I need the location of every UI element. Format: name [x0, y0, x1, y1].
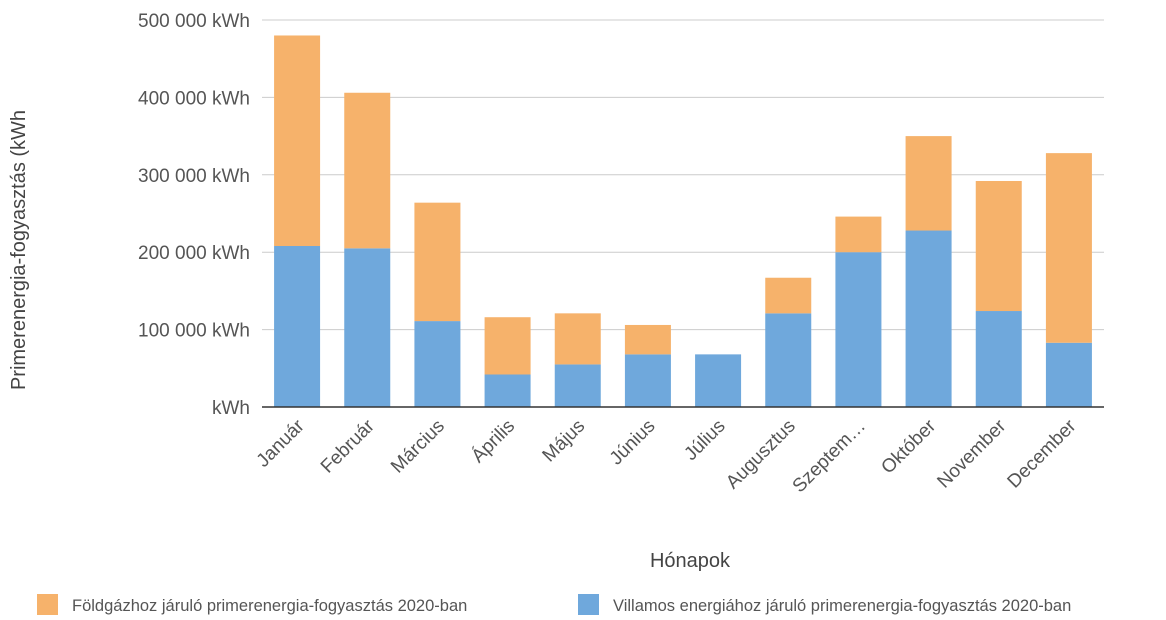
bar-foldgaz-2: [344, 92, 391, 249]
legend-item-villamos: Villamos energiához járuló primerenergia…: [578, 594, 1071, 615]
bar-villamos-8: [765, 313, 812, 407]
x-tick-label: Április: [468, 416, 519, 467]
legend: Földgázhoz járuló primerenergia-fogyaszt…: [37, 594, 1071, 615]
bar-villamos-5: [554, 364, 601, 407]
legend-swatch-villamos: [578, 594, 599, 615]
x-tick-label: Szeptem…: [789, 416, 870, 497]
bar-foldgaz-4: [484, 317, 531, 375]
x-tick-label: Július: [680, 416, 729, 465]
bar-villamos-12: [1045, 342, 1092, 407]
bar-villamos-2: [344, 248, 391, 407]
x-tick-label: Október: [877, 415, 940, 478]
x-tick-label: Január: [253, 415, 309, 471]
bar-foldgaz-11: [975, 180, 1022, 312]
x-axis-title: Hónapok: [650, 550, 731, 572]
bar-foldgaz-3: [414, 202, 461, 322]
bar-villamos-7: [695, 354, 742, 407]
y-tick-label: 100 000 kWh: [138, 321, 250, 342]
x-tick-label: December: [1004, 415, 1081, 492]
bar-villamos-1: [274, 246, 321, 407]
y-tick-label: 500 000 kWh: [138, 11, 250, 32]
x-tick-label: Március: [387, 416, 449, 478]
legend-item-foldgaz: Földgázhoz járuló primerenergia-fogyaszt…: [37, 594, 467, 615]
x-tick-label: Május: [539, 416, 590, 467]
bar-villamos-3: [414, 321, 461, 407]
bar-villamos-11: [975, 311, 1022, 407]
bar-foldgaz-1: [274, 35, 321, 247]
bar-foldgaz-6: [624, 324, 671, 355]
bar-foldgaz-5: [554, 313, 601, 365]
y-tick-label: 200 000 kWh: [138, 243, 250, 264]
y-tick-label: 300 000 kWh: [138, 166, 250, 187]
bars: [274, 35, 1092, 407]
legend-label-foldgaz: Földgázhoz járuló primerenergia-fogyaszt…: [72, 597, 467, 615]
bar-foldgaz-10: [905, 136, 952, 231]
bar-villamos-4: [484, 374, 531, 407]
y-tick-label: 400 000 kWh: [138, 88, 250, 109]
legend-swatch-foldgaz: [37, 594, 58, 615]
y-tick-label: kWh: [212, 398, 250, 419]
legend-label-villamos: Villamos energiához járuló primerenergia…: [613, 597, 1071, 615]
bar-foldgaz-12: [1045, 153, 1092, 343]
bar-villamos-6: [624, 354, 671, 407]
y-axis-title: Primerenergia-fogyasztás (kWh: [8, 110, 30, 390]
bar-foldgaz-8: [765, 277, 812, 314]
gridlines: [262, 19, 1104, 331]
x-tick-label: Június: [606, 416, 660, 470]
bar-villamos-10: [905, 230, 952, 407]
x-tick-label: Február: [317, 415, 379, 477]
x-tick-label: November: [933, 415, 1010, 492]
bar-villamos-9: [835, 252, 882, 407]
bar-foldgaz-9: [835, 216, 882, 253]
